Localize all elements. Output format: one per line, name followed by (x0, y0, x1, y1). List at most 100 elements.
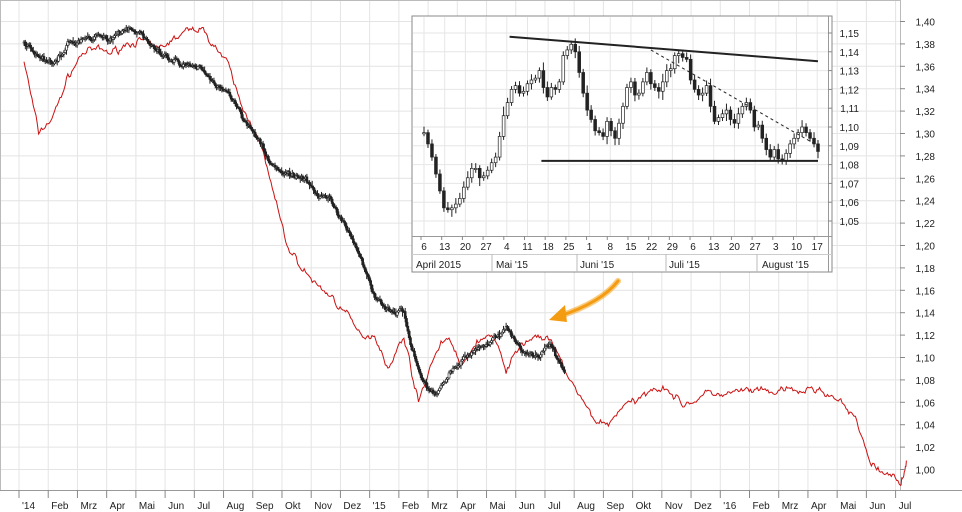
inset-candle-body (585, 92, 589, 111)
inset-x-tick-label: 27 (750, 242, 762, 253)
x-tick-label: Jun (519, 501, 535, 512)
candle-body (358, 253, 362, 258)
candle-body (308, 182, 311, 186)
candle-body (447, 372, 451, 379)
candle-body (439, 384, 443, 389)
candle-body (368, 276, 371, 281)
inset-candle-body (601, 132, 605, 137)
candle-body (332, 203, 335, 207)
inset-candle-body (593, 119, 597, 132)
y-tick-label: 1,30 (916, 130, 936, 141)
candle-body (350, 236, 354, 240)
candle-body (357, 250, 361, 255)
inset-candle-body (473, 168, 478, 170)
candle-body (414, 356, 418, 362)
inset-candle-body (489, 162, 494, 171)
inset-candle-body (629, 81, 633, 88)
y-tick-label: 1,38 (916, 40, 936, 51)
y-tick-label: 1,40 (916, 18, 936, 29)
y-tick-label: 1,36 (916, 62, 936, 73)
candle-body (253, 131, 257, 137)
inset-candle-body (668, 68, 673, 71)
candle-body (305, 176, 309, 183)
candle-body (410, 344, 414, 351)
inset-candle-body (661, 81, 665, 92)
y-tick-label: 1,04 (916, 421, 936, 432)
inset-candle-body (768, 149, 772, 158)
inset-candle-body (704, 85, 709, 94)
y-tick-label: 1,18 (916, 264, 936, 275)
candle-body (356, 247, 359, 252)
inset-candle-body (760, 124, 765, 139)
candle-body (417, 365, 420, 370)
candle-body (89, 37, 92, 41)
inset-x-axis: 6 13 20 27 4 11 18 25 1 8 15 22 29 6 13 20 27 3 10 17April … (416, 236, 823, 272)
candle-body (362, 264, 366, 269)
y-tick-label: 1,10 (916, 354, 936, 365)
candle-body (268, 160, 272, 164)
candle-body (176, 58, 180, 62)
inset-candle-body (716, 117, 721, 122)
inset-y-tick-label: 1,07 (840, 179, 860, 190)
inset-candle-body (645, 72, 649, 83)
candle-body (536, 354, 540, 358)
inset-month-label: August '15 (762, 260, 809, 271)
candle-body (142, 33, 145, 39)
candle-body (233, 100, 237, 104)
x-tick-label: Aug (577, 501, 595, 512)
inset-candle-body (537, 70, 542, 79)
inset-candle-body (605, 121, 609, 137)
y-tick-label: 1,02 (916, 443, 936, 454)
inset-x-tick-label: 11 (522, 242, 533, 253)
inset-candle-body (501, 115, 506, 137)
x-tick-label: Feb (402, 501, 420, 512)
candle-body (361, 258, 364, 266)
inset-candle-body (573, 43, 577, 53)
inset-candle-body (450, 207, 454, 211)
candle-body (208, 75, 212, 80)
candle-body (63, 49, 67, 53)
x-tick-label: Apr (811, 501, 827, 512)
inset-candle-body (680, 53, 685, 58)
inset-x-tick-label: 4 (504, 242, 510, 253)
candle-body (264, 151, 268, 157)
inset-x-tick-label: 1 (587, 242, 593, 253)
x-tick-label: Sep (256, 501, 274, 512)
inset-candle-body (708, 85, 713, 107)
inset-candle-body (676, 53, 681, 56)
candle-body (510, 331, 513, 337)
candle-body (415, 360, 419, 366)
inset-x-tick-label: 27 (481, 242, 493, 253)
candle-body (364, 267, 367, 273)
x-tick-label: Dez (343, 501, 361, 512)
inset-x-tick-label: 15 (625, 242, 637, 253)
x-tick-label: Mrz (80, 501, 97, 512)
candle-body (235, 103, 238, 107)
inset-trendline-solid (509, 35, 819, 63)
x-tick-label: '14 (22, 501, 35, 512)
inset-candle-body (557, 81, 562, 90)
inset-candle-body (796, 132, 800, 139)
candle-body (203, 70, 206, 74)
candle-body (248, 124, 252, 128)
red-line-series (23, 26, 907, 487)
inset-y-tick-label: 1,05 (840, 217, 860, 228)
inset-x-tick-label: 25 (563, 242, 575, 253)
candle-body (370, 284, 374, 292)
inset-candle-body (672, 55, 677, 70)
x-tick-label: Apr (110, 501, 126, 512)
y-tick-label: 1,34 (916, 85, 936, 96)
inset-candle-body (430, 143, 434, 158)
inset-candle-body (609, 121, 613, 132)
candle-body (543, 347, 546, 352)
candle-body (340, 216, 343, 222)
inset-candle-body (621, 105, 625, 124)
candle-body (406, 325, 410, 332)
inset-candle-body (529, 79, 534, 85)
candle-body (369, 280, 372, 286)
candle-body (188, 63, 192, 67)
candle-body (425, 381, 428, 388)
candle-body (539, 354, 542, 358)
inset-candle-body (581, 72, 585, 94)
inset-x-tick-label: 3 (773, 242, 779, 253)
